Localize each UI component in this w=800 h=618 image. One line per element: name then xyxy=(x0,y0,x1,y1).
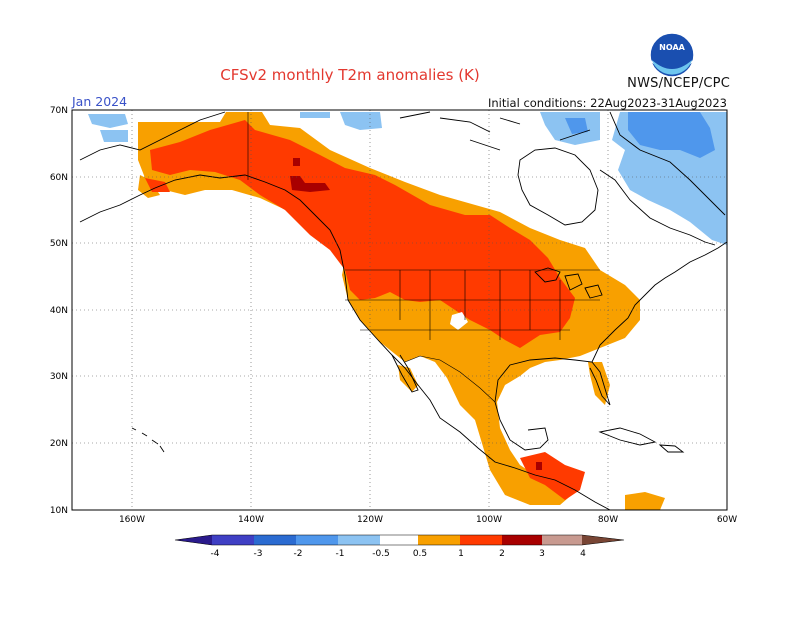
legend-label: 4 xyxy=(580,549,586,559)
noaa-logo: NOAA xyxy=(649,32,695,78)
lat-labels: 70N 60N 50N 40N 30N 20N 10N xyxy=(50,106,68,516)
logo-text: NOAA xyxy=(659,43,685,52)
anomaly-region-cold-arctic-b xyxy=(565,118,588,134)
legend-label: 0.5 xyxy=(413,549,427,559)
legend-swatch xyxy=(338,535,380,545)
coastlines xyxy=(79,111,727,510)
anomaly-region-2-to-3 xyxy=(290,176,330,192)
legend-outline xyxy=(174,534,625,546)
legend-swatch xyxy=(582,535,624,545)
lat-label: 10N xyxy=(50,506,68,516)
lon-label: 60W xyxy=(717,515,737,525)
legend-label: -4 xyxy=(211,549,220,559)
legend-swatch xyxy=(296,535,338,545)
graticule xyxy=(72,110,727,510)
lat-label: 50N xyxy=(50,239,68,249)
lon-label: 160W xyxy=(119,515,145,525)
anomaly-region-south-america xyxy=(625,492,665,510)
anomaly-region-cold-arctic-d xyxy=(88,114,128,128)
legend-swatch xyxy=(418,535,460,545)
lon-labels: 160W 140W 120W 100W 80W 60W xyxy=(119,515,737,525)
political-borders xyxy=(247,112,600,403)
lat-label: 30N xyxy=(50,372,68,382)
anomaly-region-alaska-west xyxy=(138,175,160,198)
legend-label: -3 xyxy=(254,549,263,559)
legend-label: 2 xyxy=(499,549,505,559)
legend-label: -1 xyxy=(336,549,345,559)
anomaly-region-cold-greenland-core xyxy=(628,112,715,158)
legend-swatch xyxy=(212,535,254,545)
lon-label: 100W xyxy=(476,515,502,525)
lat-label: 70N xyxy=(50,106,68,116)
anomaly-region-0p5-to-1 xyxy=(138,112,640,505)
map-frame xyxy=(71,109,728,511)
legend-swatch xyxy=(502,535,542,545)
anomaly-region-cold-arctic-e xyxy=(100,130,128,142)
legend-swatch xyxy=(542,535,582,545)
legend-swatch xyxy=(380,535,418,545)
legend-swatch xyxy=(175,535,212,545)
anomaly-region-alaska-red xyxy=(145,178,170,192)
initial-conditions: Initial conditions: 22Aug2023-31Aug2023 xyxy=(487,96,727,110)
lat-label: 40N xyxy=(50,306,68,316)
anomaly-region-2-to-3-b xyxy=(293,158,300,166)
color-legend: -4 -3 -2 -1 -0.5 0.5 1 2 3 4 xyxy=(174,534,625,559)
lon-label: 140W xyxy=(238,515,264,525)
lat-label: 60N xyxy=(50,173,68,183)
legend-label: -0.5 xyxy=(372,549,390,559)
anomaly-region-cold-arctic-f xyxy=(300,112,330,118)
anomaly-neutral-patch xyxy=(450,312,468,330)
org-label: NWS/NCEP/CPC xyxy=(627,76,730,91)
legend-label: 1 xyxy=(458,549,464,559)
legend-swatch xyxy=(254,535,296,545)
lon-label: 120W xyxy=(357,515,383,525)
anomaly-region-2-to-3-c xyxy=(536,462,542,470)
legend-swatch xyxy=(460,535,502,545)
anomaly-region-baja xyxy=(398,365,418,392)
legend-label: -2 xyxy=(294,549,303,559)
lat-label: 20N xyxy=(50,439,68,449)
lon-label: 80W xyxy=(598,515,618,525)
anomaly-region-florida xyxy=(588,362,610,405)
legend-label: 3 xyxy=(539,549,545,559)
figure-title: CFSv2 monthly T2m anomalies (K) xyxy=(220,66,480,84)
anomaly-region-cold-arctic-c xyxy=(340,112,382,130)
forecast-month: Jan 2024 xyxy=(72,94,128,109)
anomaly-fields xyxy=(88,112,727,510)
